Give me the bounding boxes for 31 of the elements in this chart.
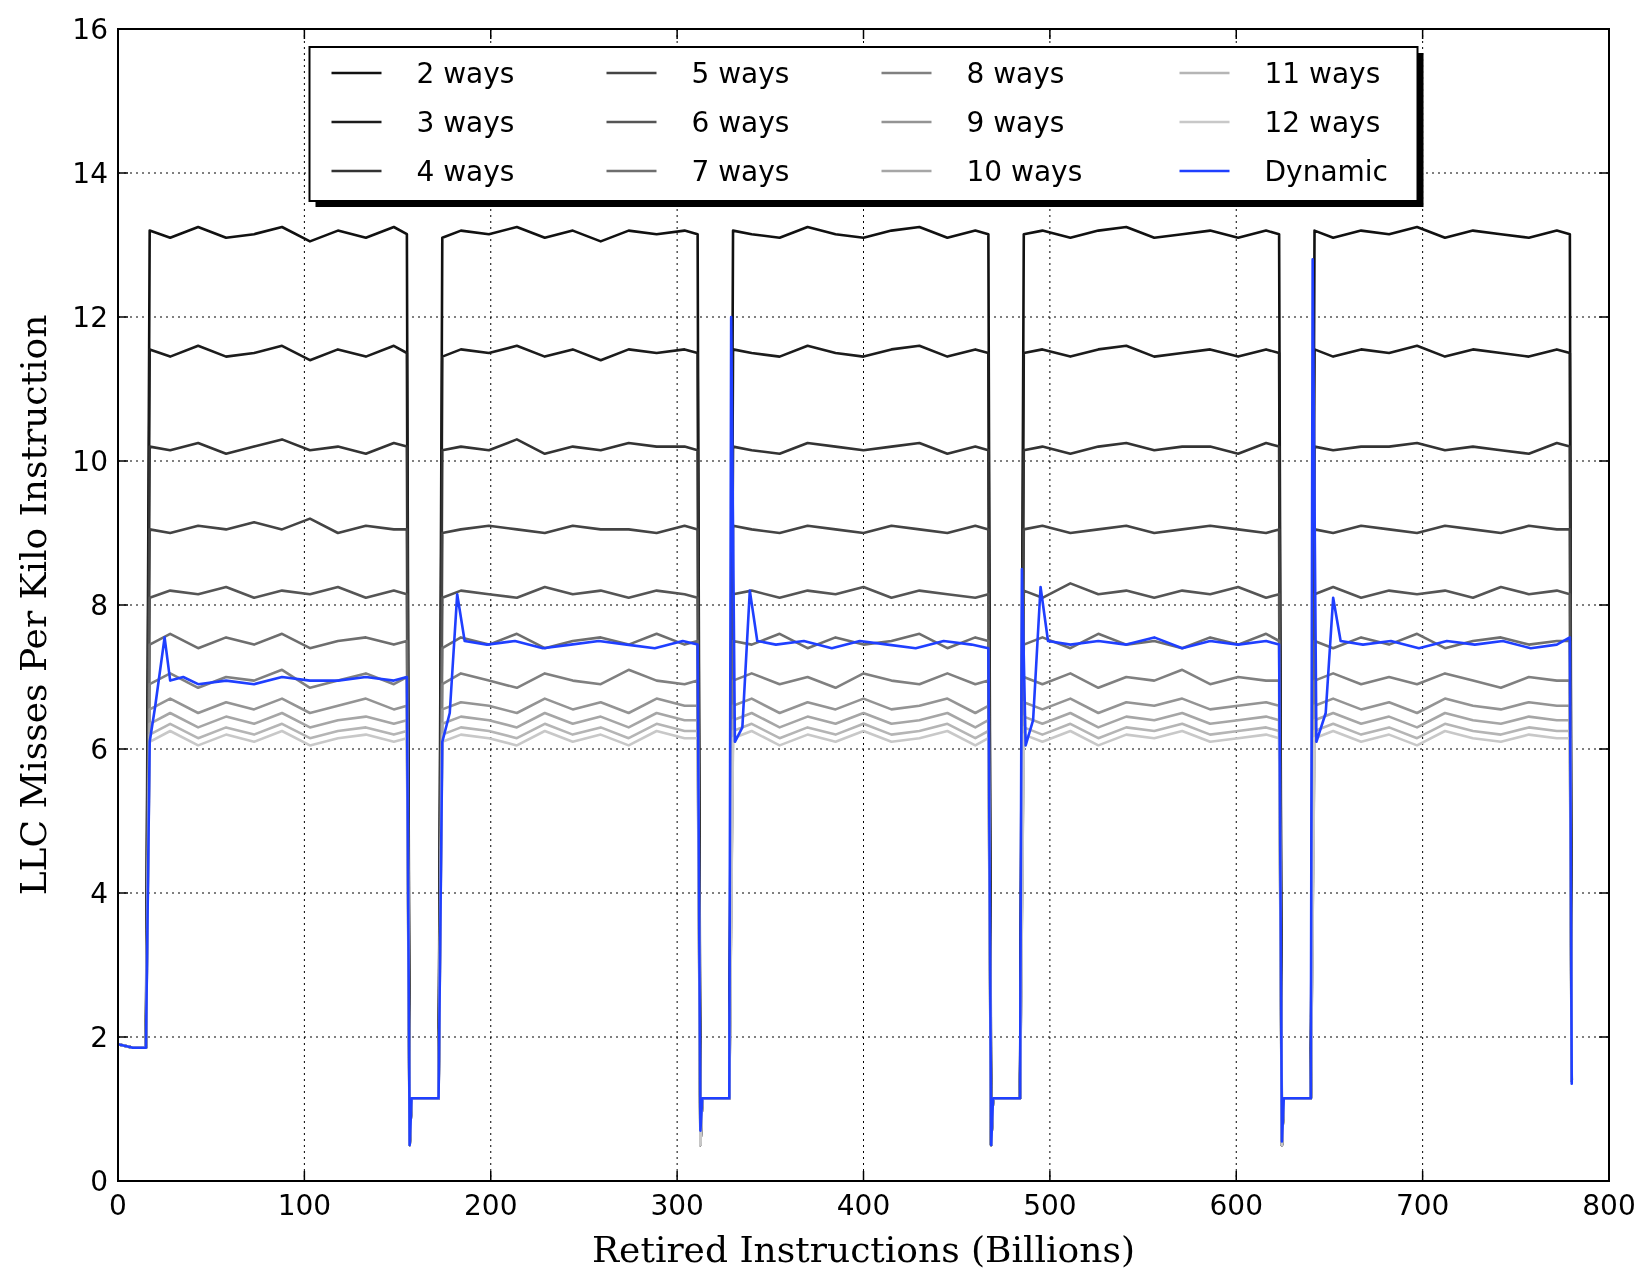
legend-label: 9 ways xyxy=(966,105,1065,139)
y-tick-label: 16 xyxy=(72,12,108,46)
legend-label: 6 ways xyxy=(691,105,790,139)
legend-label: 2 ways xyxy=(416,56,515,90)
y-axis-title: LLC Misses Per Kilo Instruction xyxy=(13,314,54,896)
x-tick-label: 100 xyxy=(277,1189,332,1222)
y-tick-label: 4 xyxy=(90,876,108,910)
x-tick-label: 200 xyxy=(464,1189,518,1222)
x-tick-label: 500 xyxy=(1023,1189,1077,1222)
legend-label: 5 ways xyxy=(691,56,790,90)
legend-label: 11 ways xyxy=(1264,56,1381,90)
y-tick-label: 14 xyxy=(72,156,108,190)
legend-label: 8 ways xyxy=(966,56,1065,90)
x-tick-label: 800 xyxy=(1582,1189,1636,1222)
y-tick-label: 8 xyxy=(90,588,108,622)
legend-label: 3 ways xyxy=(416,105,515,139)
y-tick-label: 10 xyxy=(72,444,108,478)
x-tick-label: 300 xyxy=(650,1189,704,1222)
x-tick-label: 400 xyxy=(836,1189,891,1222)
legend-label: Dynamic xyxy=(1264,154,1388,188)
x-axis-title: Retired Instructions (Billions) xyxy=(592,1229,1135,1270)
x-tick-label: 700 xyxy=(1395,1189,1450,1222)
y-tick-label: 2 xyxy=(90,1020,108,1054)
y-tick-label: 0 xyxy=(90,1164,108,1198)
legend-label: 7 ways xyxy=(691,154,790,188)
y-tick-label: 12 xyxy=(72,300,108,334)
legend-label: 4 ways xyxy=(416,154,515,188)
legend-label: 12 ways xyxy=(1264,105,1381,139)
legend-label: 10 ways xyxy=(966,154,1083,188)
y-tick-label: 6 xyxy=(90,732,108,766)
x-tick-label: 600 xyxy=(1209,1189,1263,1222)
